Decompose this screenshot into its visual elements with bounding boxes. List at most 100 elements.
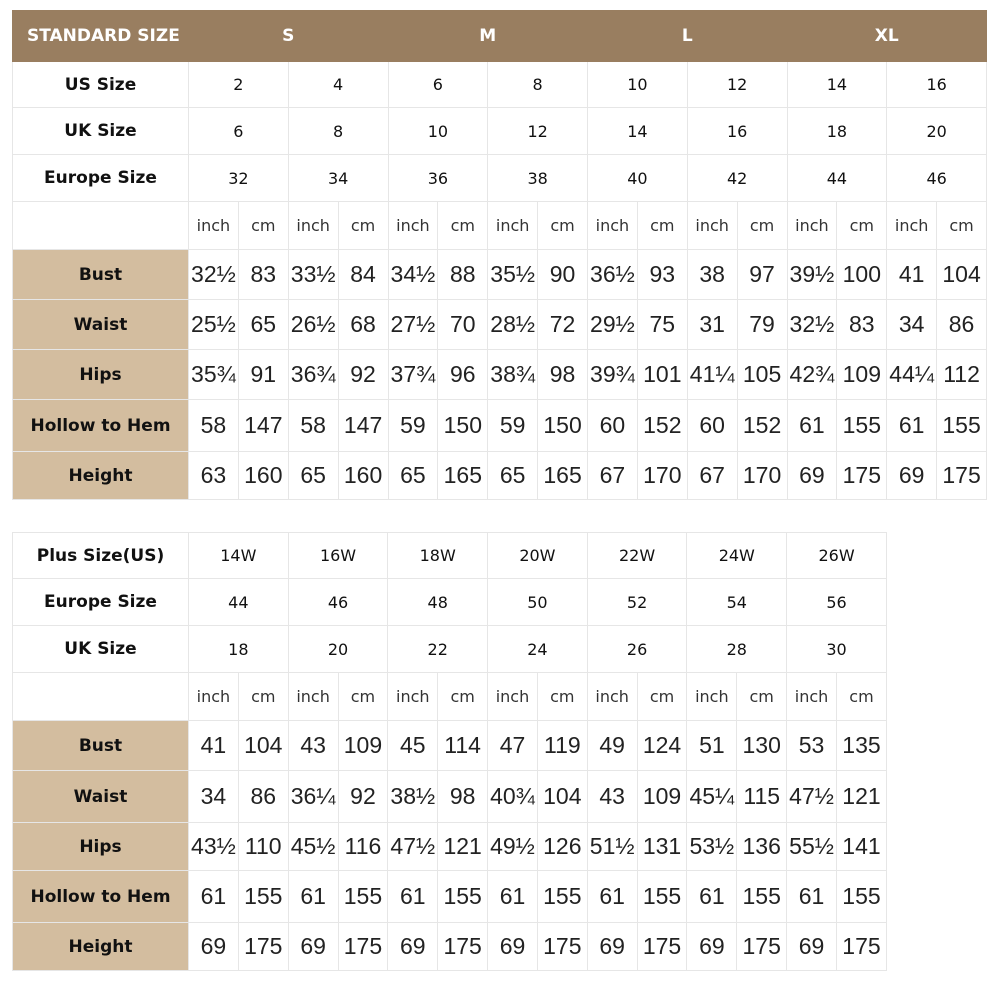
size-cell: 10 [387, 107, 489, 155]
size-row: Plus Size(US) 14W 16W 18W 20W 22W 24W 26W [12, 532, 887, 579]
empty-label [12, 672, 189, 721]
measure-row: Hollow to Hem 58 147 58 147 59 150 59 150 60 152 60… [12, 399, 987, 452]
measure-cell: 65 [287, 451, 339, 500]
measure-cell: 69 [586, 922, 638, 971]
unit-cm: cm [736, 672, 788, 721]
measure-cell: 97 [736, 249, 788, 300]
size-cell: 26 [586, 625, 688, 673]
measure-cell: 47 [487, 720, 538, 771]
measure-cell: 155 [736, 870, 788, 923]
size-cell: 38 [487, 154, 588, 202]
measure-cell: 152 [636, 399, 688, 452]
measure-cell: 155 [536, 870, 588, 923]
measure-cell: 25½ [188, 299, 239, 350]
measure-cell: 67 [587, 451, 638, 500]
measure-cell: 155 [835, 870, 888, 923]
unit-cm: cm [936, 201, 987, 250]
measure-cell: 61 [387, 870, 439, 923]
measure-cell: 51½ [586, 822, 638, 871]
size-cell: 50 [487, 578, 588, 626]
unit-inch: inch [686, 672, 738, 721]
size-cell: 12 [686, 61, 788, 108]
measure-cell: 40¾ [487, 770, 538, 823]
measure-cell: 165 [437, 451, 489, 500]
measure-cell: 38½ [387, 770, 439, 823]
row-label: UK Size [12, 107, 189, 155]
measure-cell: 75 [636, 299, 688, 350]
measure-cell: 69 [287, 922, 339, 971]
measure-cell: 61 [287, 870, 339, 923]
size-cell: 34 [287, 154, 389, 202]
measure-cell: 86 [936, 299, 987, 350]
measure-cell: 104 [536, 770, 588, 823]
size-cell: 18 [786, 107, 888, 155]
size-row: Europe Size 44 46 48 50 52 54 56 [12, 578, 887, 626]
measure-cell: 92 [337, 349, 389, 400]
unit-cm: cm [636, 201, 688, 250]
measure-cell: 109 [337, 720, 389, 771]
measure-cell: 115 [736, 770, 788, 823]
unit-cm: cm [537, 201, 588, 250]
header-label: STANDARD SIZE [12, 10, 189, 62]
measure-cell: 175 [936, 451, 987, 500]
measure-cell: 37¾ [387, 349, 439, 400]
unit-cm: cm [437, 201, 489, 250]
row-label: Europe Size [12, 154, 189, 202]
measure-cell: 51 [686, 720, 738, 771]
measure-cell: 170 [736, 451, 788, 500]
size-cell: 14 [786, 61, 888, 108]
unit-cm: cm [237, 672, 289, 721]
measure-cell: 119 [536, 720, 588, 771]
size-cell: 46 [287, 578, 389, 626]
measure-cell: 155 [337, 870, 389, 923]
measure-cell: 93 [636, 249, 688, 300]
measure-cell: 32½ [188, 249, 239, 300]
measure-row: Waist 25½ 65 26½ 68 27½ 70 28½ 72 29½ 75 31 79 32½ 83 3… [12, 299, 987, 350]
measure-cell: 29½ [587, 299, 638, 350]
measure-cell: 33½ [287, 249, 339, 300]
measure-cell: 90 [537, 249, 588, 300]
unit-row: inch cm inch cm inch cm inch cm inch cm inch cm inch… [12, 201, 987, 250]
measure-cell: 83 [237, 249, 289, 300]
row-label: Waist [12, 299, 189, 350]
size-cell: 20 [886, 107, 987, 155]
measure-cell: 72 [537, 299, 588, 350]
measure-cell: 175 [836, 451, 888, 500]
measure-cell: 96 [437, 349, 489, 400]
unit-cm: cm [636, 672, 688, 721]
size-cell: 44 [188, 578, 289, 626]
size-cell: 10 [587, 61, 688, 108]
size-cell: 6 [387, 61, 489, 108]
measure-cell: 41 [886, 249, 938, 300]
measure-cell: 35¾ [188, 349, 239, 400]
size-cell: 40 [587, 154, 688, 202]
measure-cell: 100 [836, 249, 888, 300]
measure-cell: 34 [886, 299, 938, 350]
size-cell: 48 [387, 578, 489, 626]
size-cell: 18W [387, 532, 489, 579]
measure-cell: 31 [686, 299, 738, 350]
size-cell: 12 [487, 107, 588, 155]
measure-cell: 69 [786, 451, 838, 500]
measure-cell: 43½ [188, 822, 239, 871]
measure-cell: 114 [437, 720, 489, 771]
measure-row: Waist 34 86 36¼ 92 38½ 98 40¾ 104 43 109 45¼ 115 47½ 1… [12, 770, 888, 823]
measure-row: Hips 35¾ 91 36¾ 92 37¾ 96 38¾ 98 39¾ 101 41¼ 105 42¾ 1… [12, 349, 987, 400]
unit-cm: cm [237, 201, 289, 250]
measure-cell: 61 [487, 870, 538, 923]
size-cell: 16 [886, 61, 987, 108]
measure-cell: 160 [337, 451, 389, 500]
measure-cell: 68 [337, 299, 389, 350]
measure-cell: 86 [237, 770, 289, 823]
measure-row: Hollow to Hem 61 155 61 155 61 155 61 155 61 155 61… [12, 870, 888, 923]
measure-cell: 65 [487, 451, 539, 500]
row-label: Bust [12, 720, 189, 771]
measure-cell: 63 [188, 451, 239, 500]
measure-cell: 61 [188, 870, 239, 923]
measure-cell: 69 [487, 922, 538, 971]
measure-cell: 165 [537, 451, 588, 500]
measure-cell: 39½ [786, 249, 838, 300]
measure-cell: 28½ [487, 299, 539, 350]
plus-size-table: Plus Size(US) 14W 16W 18W 20W 22W 24W 26W Europe… [12, 532, 888, 971]
row-label: Height [12, 451, 189, 500]
